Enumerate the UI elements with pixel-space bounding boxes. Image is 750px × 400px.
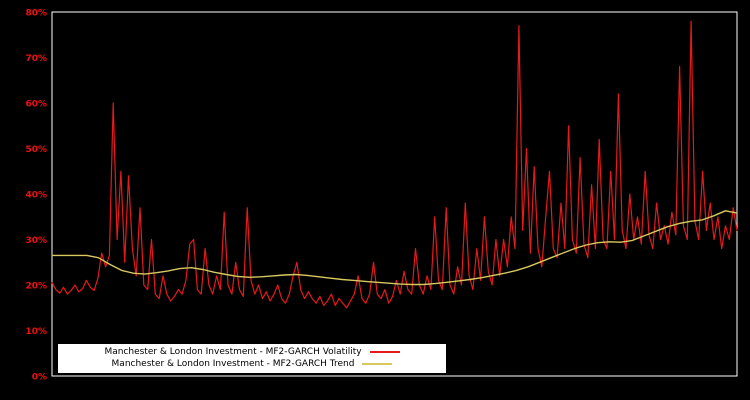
plot-frame [51, 11, 738, 377]
legend-label-volatility: Manchester & London Investment - MF2-GAR… [104, 347, 362, 357]
y-tick-label: 30% [25, 236, 47, 246]
legend-item-trend: Manchester & London Investment - MF2-GAR… [58, 358, 446, 370]
y-tick-label: 0% [32, 373, 47, 383]
y-tick-label: 70% [25, 54, 47, 64]
trend-line [51, 210, 738, 286]
volatility-line [51, 20, 738, 309]
y-tick-label: 20% [25, 282, 47, 292]
y-tick-label: 40% [25, 191, 47, 201]
y-axis-labels: 0% 10% 20% 30% 40% 50% 60% 70% 80% [25, 9, 47, 383]
legend-label-trend: Manchester & London Investment - MF2-GAR… [111, 359, 355, 369]
volatility-line-sample [369, 351, 400, 353]
legend: Manchester & London Investment - MF2-GAR… [58, 344, 446, 373]
y-tick-label: 80% [25, 9, 47, 19]
y-tick-label: 50% [25, 145, 47, 155]
legend-item-volatility: Manchester & London Investment - MF2-GAR… [58, 346, 446, 358]
y-tick-label: 10% [25, 327, 47, 337]
trend-line-sample [362, 363, 393, 365]
y-tick-label: 60% [25, 100, 47, 110]
